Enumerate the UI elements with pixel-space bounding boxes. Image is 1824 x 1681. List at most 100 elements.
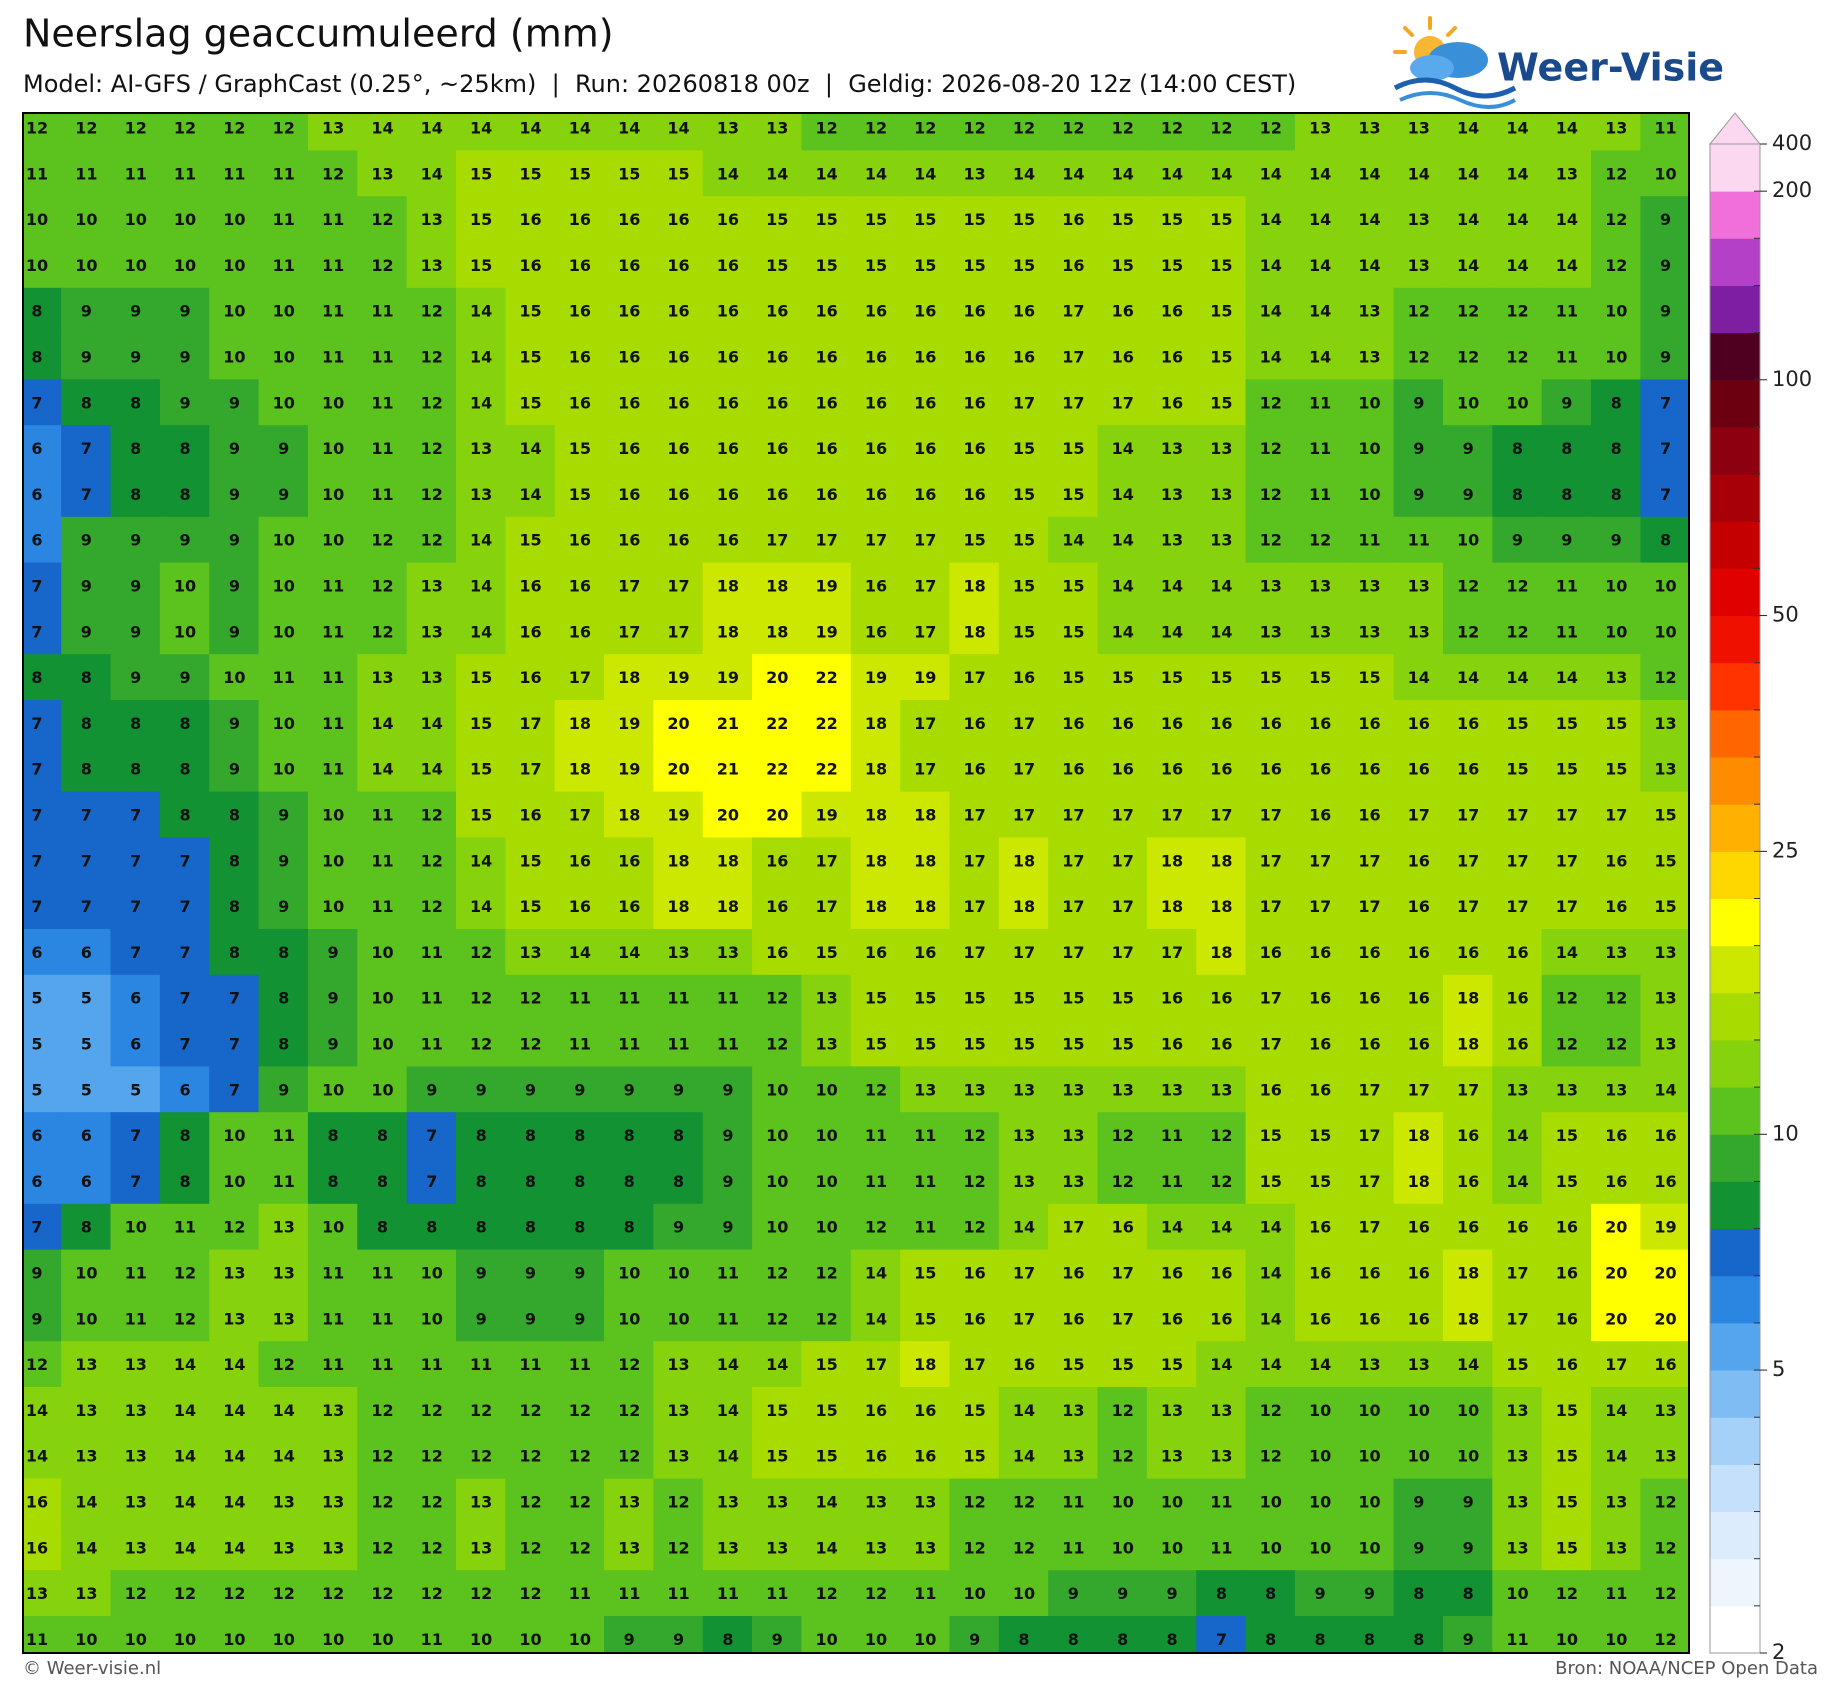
precip-cell: [1591, 562, 1642, 610]
precip-cell: [209, 150, 260, 198]
precip-value: 12: [1654, 1538, 1676, 1557]
precip-cell: [604, 1295, 655, 1343]
precip-value: 14: [1358, 210, 1380, 229]
precip-cell: [455, 883, 507, 930]
precip-value: 10: [667, 1264, 689, 1283]
precip-cell: [1097, 1020, 1148, 1068]
precip-value: 10: [371, 1630, 393, 1649]
precip-value: 11: [371, 1309, 393, 1328]
precip-value: 9: [229, 577, 240, 596]
precip-cell: [357, 745, 408, 793]
precip-value: 10: [1309, 1447, 1331, 1466]
precip-cell: [1442, 379, 1494, 427]
precip-cell: [850, 1570, 902, 1617]
precip-value: 9: [1561, 531, 1572, 550]
precip-cell: [1442, 333, 1494, 381]
precip-value: 8: [1611, 439, 1622, 458]
precip-value: 16: [1062, 714, 1084, 733]
precip-cell: [1344, 1066, 1395, 1114]
precip-cell: [1393, 516, 1444, 564]
precip-value: 16: [1161, 760, 1183, 779]
precip-value: 6: [130, 1035, 141, 1054]
precip-value: 18: [766, 622, 788, 641]
precip-value: 16: [1062, 210, 1084, 229]
precip-cell: [1196, 471, 1247, 518]
precip-value: 17: [1358, 897, 1380, 916]
precip-cell: [1294, 608, 1346, 656]
precip-cell: [1245, 562, 1296, 610]
precip-value: 15: [1112, 210, 1134, 229]
colorbar-tick-label: 50: [1772, 603, 1799, 627]
precip-value: 13: [322, 1401, 344, 1420]
precip-cell: [850, 929, 902, 976]
precip-cell: [307, 791, 359, 839]
precip-value: 17: [1013, 760, 1035, 779]
precip-cell: [1393, 150, 1444, 198]
precip-value: 10: [1358, 1401, 1380, 1420]
precip-cell: [604, 287, 655, 335]
precip-cell: [604, 1524, 655, 1572]
precip-value: 12: [1457, 348, 1479, 367]
precip-value: 8: [624, 1172, 635, 1191]
precip-value: 17: [1112, 897, 1134, 916]
precip-value: 16: [1556, 1264, 1578, 1283]
precip-value: 15: [1506, 714, 1528, 733]
precip-cell: [110, 333, 161, 381]
precip-cell: [1442, 883, 1494, 930]
precip-cell: [752, 1616, 803, 1653]
precip-value: 13: [667, 1447, 689, 1466]
precip-value: 12: [1013, 1538, 1035, 1557]
precip-cell: [850, 745, 902, 793]
precip-value: 13: [1408, 256, 1430, 275]
precip-cell: [1294, 1066, 1346, 1114]
precip-value: 12: [223, 1218, 245, 1237]
precip-cell: [1196, 425, 1247, 472]
precip-cell: [702, 196, 754, 243]
precip-value: 9: [574, 1309, 585, 1328]
precip-cell: [702, 242, 754, 289]
precip-cell: [949, 1341, 1000, 1388]
precip-cell: [1344, 1249, 1395, 1297]
precip-value: 14: [470, 348, 492, 367]
precip-value: 13: [1408, 119, 1430, 138]
precip-value: 8: [1561, 439, 1572, 458]
precip-value: 11: [322, 622, 344, 641]
precip-value: 18: [865, 897, 887, 916]
precip-value: 14: [421, 119, 443, 138]
precip-value: 13: [371, 164, 393, 183]
precip-value: 16: [1013, 1355, 1035, 1374]
precip-cell: [110, 700, 161, 747]
precip-cell: [505, 471, 556, 518]
precip-value: 16: [1654, 1126, 1676, 1145]
precip-cell: [307, 562, 359, 610]
precip-cell: [1591, 1295, 1642, 1343]
precip-cell: [604, 1432, 655, 1480]
precip-value: 9: [1117, 1584, 1128, 1603]
precip-cell: [455, 1295, 507, 1343]
precip-value: 16: [1309, 1309, 1331, 1328]
precip-value: 16: [1358, 1309, 1380, 1328]
precip-value: 16: [1062, 760, 1084, 779]
precip-value: 5: [130, 1080, 141, 1099]
precip-value: 14: [1506, 256, 1528, 275]
precip-value: 22: [766, 714, 788, 733]
precip-value: 12: [1112, 1447, 1134, 1466]
precip-value: 7: [81, 806, 92, 825]
precip-cell: [505, 608, 556, 656]
colorbar-bin: [1710, 521, 1760, 569]
colorbar-tick-label: 5: [1772, 1357, 1785, 1381]
colorbar-bin: [1710, 1464, 1760, 1513]
precip-value: 8: [525, 1126, 536, 1145]
precip-value: 10: [125, 1630, 147, 1649]
precip-cell: [357, 333, 408, 381]
precip-value: 6: [179, 1080, 190, 1099]
precip-cell: [949, 471, 1000, 518]
precip-value: 12: [964, 119, 986, 138]
precip-cell: [357, 654, 408, 701]
precip-value: 12: [519, 989, 541, 1008]
precip-value: 8: [179, 714, 190, 733]
precip-value: 13: [1654, 760, 1676, 779]
precip-cell: [900, 1341, 951, 1388]
precip-value: 16: [1210, 714, 1232, 733]
precip-cell: [702, 562, 754, 610]
